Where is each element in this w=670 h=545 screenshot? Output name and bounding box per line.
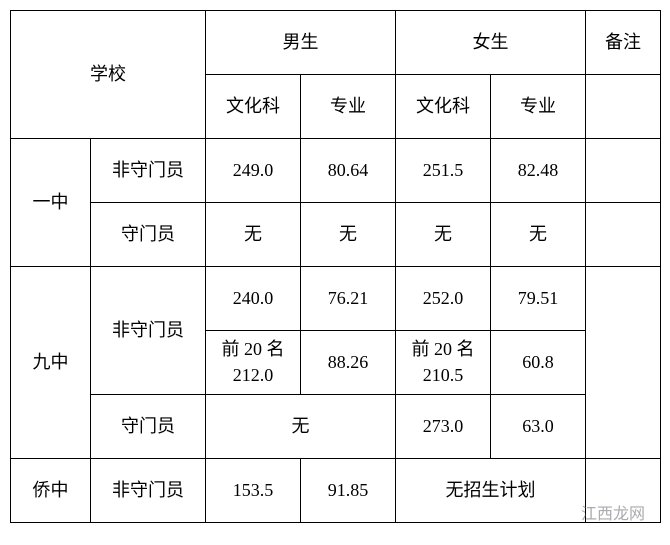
header-row-1: 学校 男生 女生 备注 bbox=[11, 11, 661, 75]
school-name-jz: 九中 bbox=[11, 267, 91, 459]
header-school: 学校 bbox=[11, 11, 206, 139]
table-row: 侨中 非守门员 153.5 91.85 无招生计划 bbox=[11, 459, 661, 523]
value-cell: 60.8 bbox=[491, 331, 586, 395]
value-cell: 252.0 bbox=[396, 267, 491, 331]
value-cell: 240.0 bbox=[206, 267, 301, 331]
header-male-major: 专业 bbox=[301, 75, 396, 139]
category-cell: 守门员 bbox=[91, 395, 206, 459]
table-row: 守门员 无 273.0 63.0 bbox=[11, 395, 661, 459]
value-cell: 无 bbox=[396, 203, 491, 267]
remark-cell bbox=[586, 459, 661, 523]
value-cell: 88.26 bbox=[301, 331, 396, 395]
table-row: 九中 非守门员 240.0 76.21 252.0 79.51 bbox=[11, 267, 661, 331]
school-name-yz: 一中 bbox=[11, 139, 91, 267]
value-cell: 153.5 bbox=[206, 459, 301, 523]
value-cell: 无 bbox=[301, 203, 396, 267]
category-cell: 非守门员 bbox=[91, 267, 206, 395]
value-cell: 63.0 bbox=[491, 395, 586, 459]
table-row: 一中 非守门员 249.0 80.64 251.5 82.48 bbox=[11, 139, 661, 203]
remark-cell bbox=[586, 203, 661, 267]
remark-cell bbox=[586, 267, 661, 459]
school-name-qz: 侨中 bbox=[11, 459, 91, 523]
value-cell: 79.51 bbox=[491, 267, 586, 331]
remark-cell bbox=[586, 139, 661, 203]
header-female-major: 专业 bbox=[491, 75, 586, 139]
value-cell: 251.5 bbox=[396, 139, 491, 203]
value-cell: 无 bbox=[491, 203, 586, 267]
value-cell: 无 bbox=[206, 395, 396, 459]
header-male: 男生 bbox=[206, 11, 396, 75]
value-cell: 无招生计划 bbox=[396, 459, 586, 523]
value-cell: 80.64 bbox=[301, 139, 396, 203]
value-cell: 91.85 bbox=[301, 459, 396, 523]
value-cell: 76.21 bbox=[301, 267, 396, 331]
header-remark: 备注 bbox=[586, 11, 661, 75]
value-cell: 273.0 bbox=[396, 395, 491, 459]
remark-cell bbox=[586, 75, 661, 139]
value-cell: 无 bbox=[206, 203, 301, 267]
value-cell: 前 20 名 210.5 bbox=[396, 331, 491, 395]
table-row: 守门员 无 无 无 无 bbox=[11, 203, 661, 267]
header-female-culture: 文化科 bbox=[396, 75, 491, 139]
value-cell: 249.0 bbox=[206, 139, 301, 203]
category-cell: 守门员 bbox=[91, 203, 206, 267]
category-cell: 非守门员 bbox=[91, 139, 206, 203]
admissions-table: 学校 男生 女生 备注 文化科 专业 文化科 专业 一中 非守门员 249.0 … bbox=[10, 10, 661, 523]
value-cell: 前 20 名 212.0 bbox=[206, 331, 301, 395]
value-cell: 82.48 bbox=[491, 139, 586, 203]
category-cell: 非守门员 bbox=[91, 459, 206, 523]
header-male-culture: 文化科 bbox=[206, 75, 301, 139]
header-female: 女生 bbox=[396, 11, 586, 75]
